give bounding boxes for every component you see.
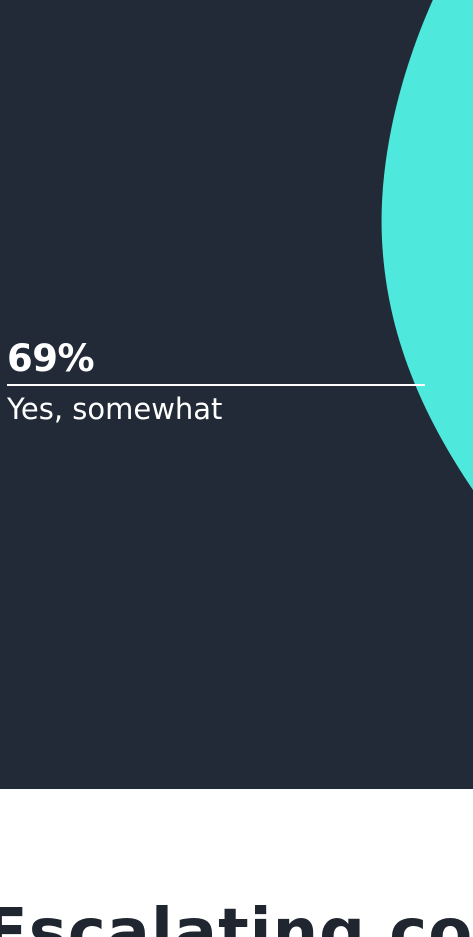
callout-leader-line (7, 384, 425, 386)
callout-percentage: 69% (7, 337, 95, 380)
pie-slice-yes-somewhat (381, 0, 473, 490)
chart-panel: 69% Yes, somewhat (0, 0, 473, 789)
callout-label: Yes, somewhat (7, 392, 223, 426)
pie-chart (381, 0, 473, 490)
slice-callout: 69% Yes, somewhat (7, 335, 437, 426)
section-heading: Escalating comp (0, 896, 473, 937)
